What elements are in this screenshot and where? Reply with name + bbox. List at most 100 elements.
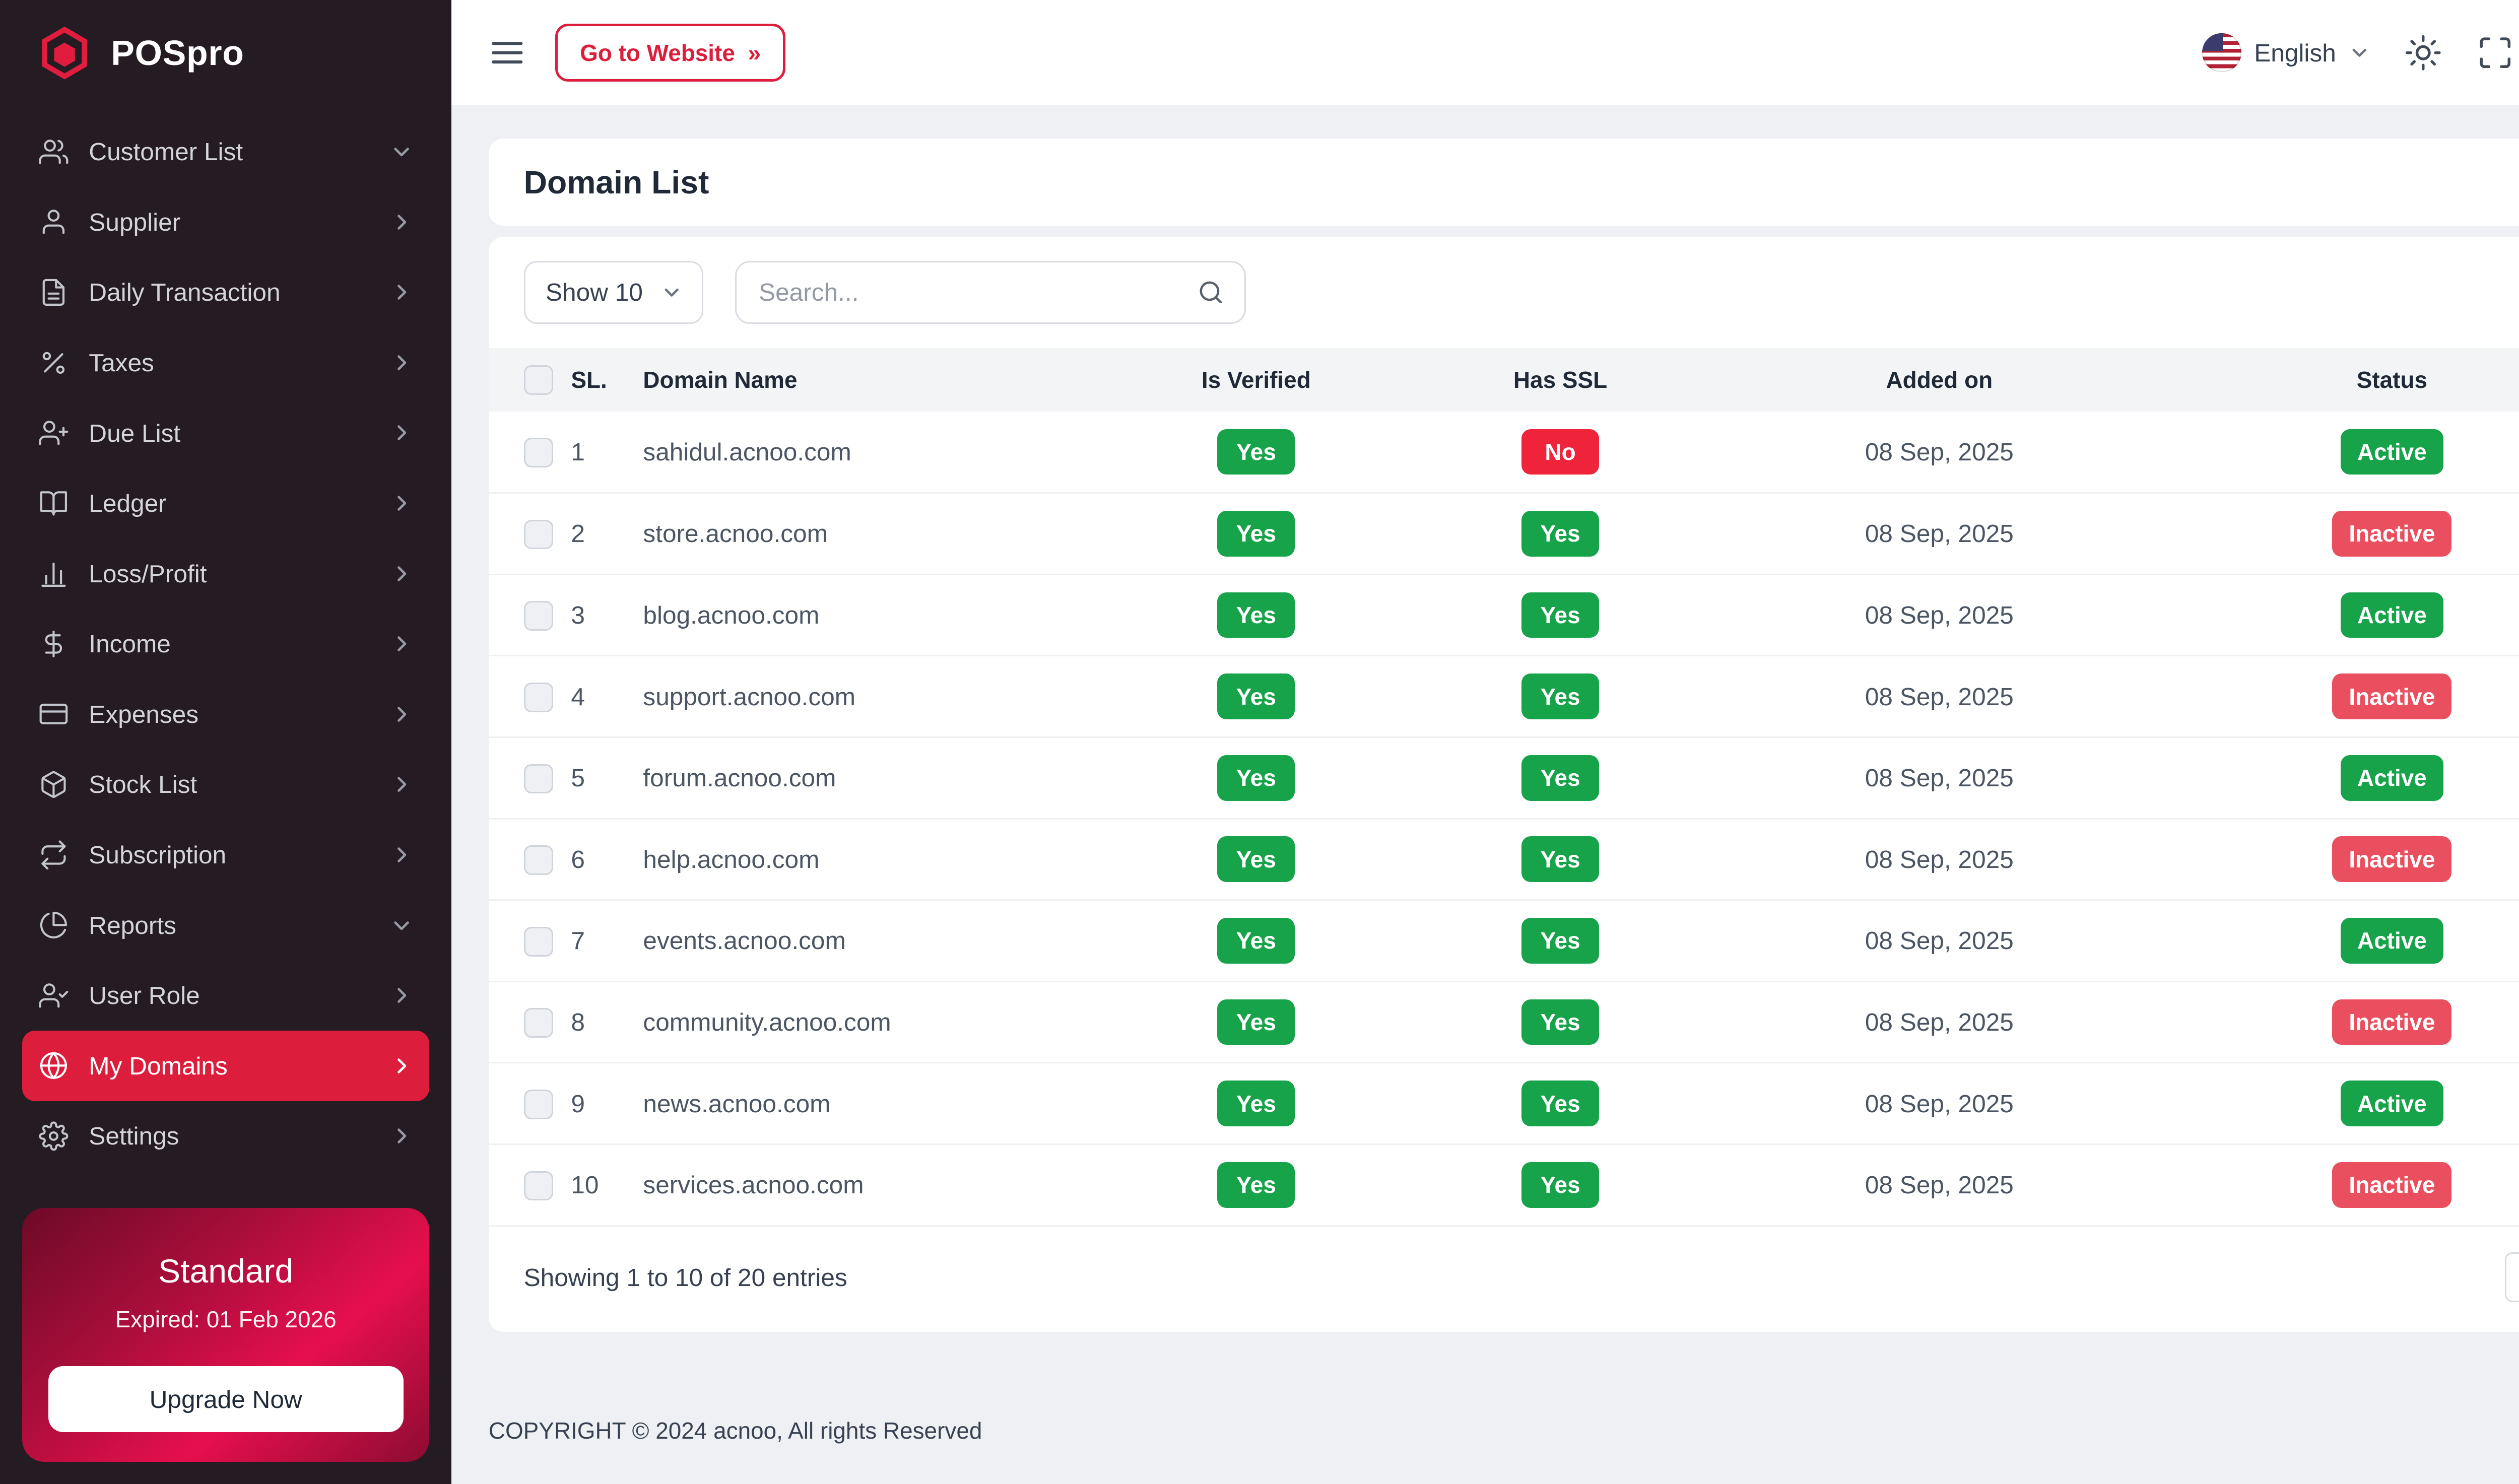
cell-added-on: 08 Sep, 2025 (1710, 411, 2169, 494)
sidebar-item-my-domains[interactable]: My Domains (22, 1030, 430, 1101)
header-added-on: Added on (1886, 366, 1993, 393)
header-is-verified: Is Verified (1201, 366, 1311, 393)
sidebar-item-label: Due List (89, 419, 181, 447)
repeat-icon (41, 840, 66, 869)
package-icon (41, 771, 66, 798)
cell-sl: 1 (560, 411, 627, 494)
row-checkbox[interactable] (523, 764, 554, 794)
verified-badge: Yes (1217, 918, 1295, 964)
pie-chart-icon (40, 911, 68, 939)
book-icon (40, 491, 68, 516)
entries-summary: Showing 1 to 10 of 20 entries (523, 1263, 847, 1292)
cell-domain: news.acnoo.com (626, 1062, 1102, 1145)
chevron-right-icon (397, 285, 407, 300)
cell-added-on: 08 Sep, 2025 (1710, 574, 2169, 657)
status-badge: Inactive (2332, 673, 2452, 719)
status-badge: Inactive (2332, 999, 2452, 1045)
sidebar-item-expenses[interactable]: Expenses (22, 679, 429, 750)
table-footer: Showing 1 to 10 of 20 entries Previous 1… (489, 1227, 2519, 1332)
sidebar-item-ledger[interactable]: Ledger (22, 468, 429, 538)
sidebar-item-label: Expenses (89, 700, 199, 728)
sidebar-item-taxes[interactable]: Taxes (22, 327, 429, 398)
chevron-right-icon (397, 566, 407, 581)
ssl-badge: Yes (1521, 1081, 1600, 1127)
row-checkbox[interactable] (523, 1090, 554, 1119)
cell-added-on: 08 Sep, 2025 (1710, 1144, 2169, 1227)
select-all-checkbox[interactable] (523, 365, 554, 395)
cell-added-on: 08 Sep, 2025 (1710, 819, 2169, 901)
us-flag-icon (2202, 33, 2241, 73)
table-row: 6 help.acnoo.com Yes Yes 08 Sep, 2025 In… (488, 819, 2519, 901)
chevron-down-icon (394, 148, 409, 157)
status-badge: Active (2340, 592, 2443, 638)
go-to-website-label: Go to Website (580, 39, 735, 66)
row-checkbox[interactable] (523, 845, 554, 875)
go-to-website-button[interactable]: Go to Website » (555, 23, 786, 82)
verified-badge: Yes (1217, 429, 1295, 475)
chevron-down-icon (394, 921, 409, 930)
verified-badge: Yes (1217, 1081, 1295, 1127)
row-checkbox[interactable] (523, 682, 554, 712)
status-badge: Inactive (2332, 510, 2452, 557)
verified-badge: Yes (1217, 1162, 1295, 1208)
row-checkbox[interactable] (523, 1008, 554, 1038)
show-entries-select[interactable]: Show 10 (523, 260, 704, 324)
sidebar: POSpro Customer List Supplier Daily Tran… (0, 0, 452, 1484)
table-row: 5 forum.acnoo.com Yes Yes 08 Sep, 2025 A… (488, 737, 2519, 820)
ssl-badge: Yes (1521, 510, 1600, 557)
verified-badge: Yes (1217, 592, 1295, 638)
fullscreen-icon (2480, 37, 2510, 68)
cell-added-on: 08 Sep, 2025 (1710, 493, 2169, 575)
row-checkbox[interactable] (523, 926, 554, 957)
table-row: 3 blog.acnoo.com Yes Yes 08 Sep, 2025 Ac… (488, 574, 2519, 657)
theme-toggle-button[interactable] (2405, 34, 2441, 71)
cell-domain: services.acnoo.com (626, 1144, 1102, 1227)
chevron-down-icon (665, 289, 679, 297)
sidebar-item-subscription[interactable]: Subscription (22, 820, 429, 890)
verified-badge: Yes (1217, 510, 1295, 557)
settings-icon (39, 1121, 69, 1151)
domain-table-card: Show 10 (488, 237, 2519, 1332)
chevron-right-icon (397, 355, 407, 370)
sidebar-item-settings[interactable]: Settings (22, 1101, 429, 1172)
row-checkbox[interactable] (523, 438, 554, 468)
sidebar-item-label: My Domains (89, 1051, 228, 1080)
sidebar-item-daily-transaction[interactable]: Daily Transaction (22, 257, 429, 328)
upgrade-now-button[interactable]: Upgrade Now (48, 1366, 404, 1433)
fullscreen-button[interactable] (2477, 34, 2513, 71)
verified-badge: Yes (1217, 836, 1295, 883)
cell-sl: 2 (560, 493, 627, 575)
row-checkbox[interactable] (523, 1171, 554, 1201)
verified-badge: Yes (1217, 755, 1295, 801)
chevron-right-icon (397, 1058, 407, 1073)
ssl-badge: Yes (1521, 836, 1600, 883)
hamburger-icon[interactable] (489, 34, 525, 71)
sidebar-item-due-list[interactable]: Due List (22, 398, 429, 468)
sidebar-item-income[interactable]: Income (22, 609, 429, 679)
ssl-badge: No (1521, 429, 1600, 475)
sidebar-item-loss-profit[interactable]: Loss/Profit (22, 538, 429, 609)
search-input[interactable] (735, 260, 1246, 324)
status-badge: Inactive (2332, 1162, 2452, 1208)
table-row: 2 store.acnoo.com Yes Yes 08 Sep, 2025 I… (488, 493, 2519, 575)
right-pane: Go to Website » English (451, 0, 2519, 1484)
cell-domain: support.acnoo.com (626, 655, 1102, 738)
sidebar-item-customer-list[interactable]: Customer List (22, 116, 429, 187)
verified-badge: Yes (1217, 999, 1295, 1045)
verified-badge: Yes (1217, 673, 1295, 719)
sidebar-item-stock-list[interactable]: Stock List (22, 750, 429, 820)
language-selector[interactable]: English (2202, 33, 2369, 73)
language-label: English (2254, 38, 2336, 67)
sidebar-item-supplier[interactable]: Supplier (22, 187, 429, 257)
sidebar-item-user-role[interactable]: User Role (22, 960, 429, 1031)
table-row: 9 news.acnoo.com Yes Yes 08 Sep, 2025 Ac… (488, 1062, 2519, 1145)
logo[interactable]: POSpro (0, 0, 451, 105)
page-title-bar: Domain List + Add Domain (488, 139, 2519, 226)
page-title: Domain List (523, 164, 709, 200)
cell-added-on: 08 Sep, 2025 (1710, 981, 2169, 1064)
sidebar-item-reports[interactable]: Reports (22, 890, 429, 961)
row-checkbox[interactable] (523, 601, 554, 631)
plan-card: Standard Expired: 01 Feb 2026 Upgrade No… (22, 1208, 430, 1462)
row-checkbox[interactable] (523, 519, 554, 550)
pagination-previous-button[interactable]: Previous (2504, 1252, 2519, 1303)
